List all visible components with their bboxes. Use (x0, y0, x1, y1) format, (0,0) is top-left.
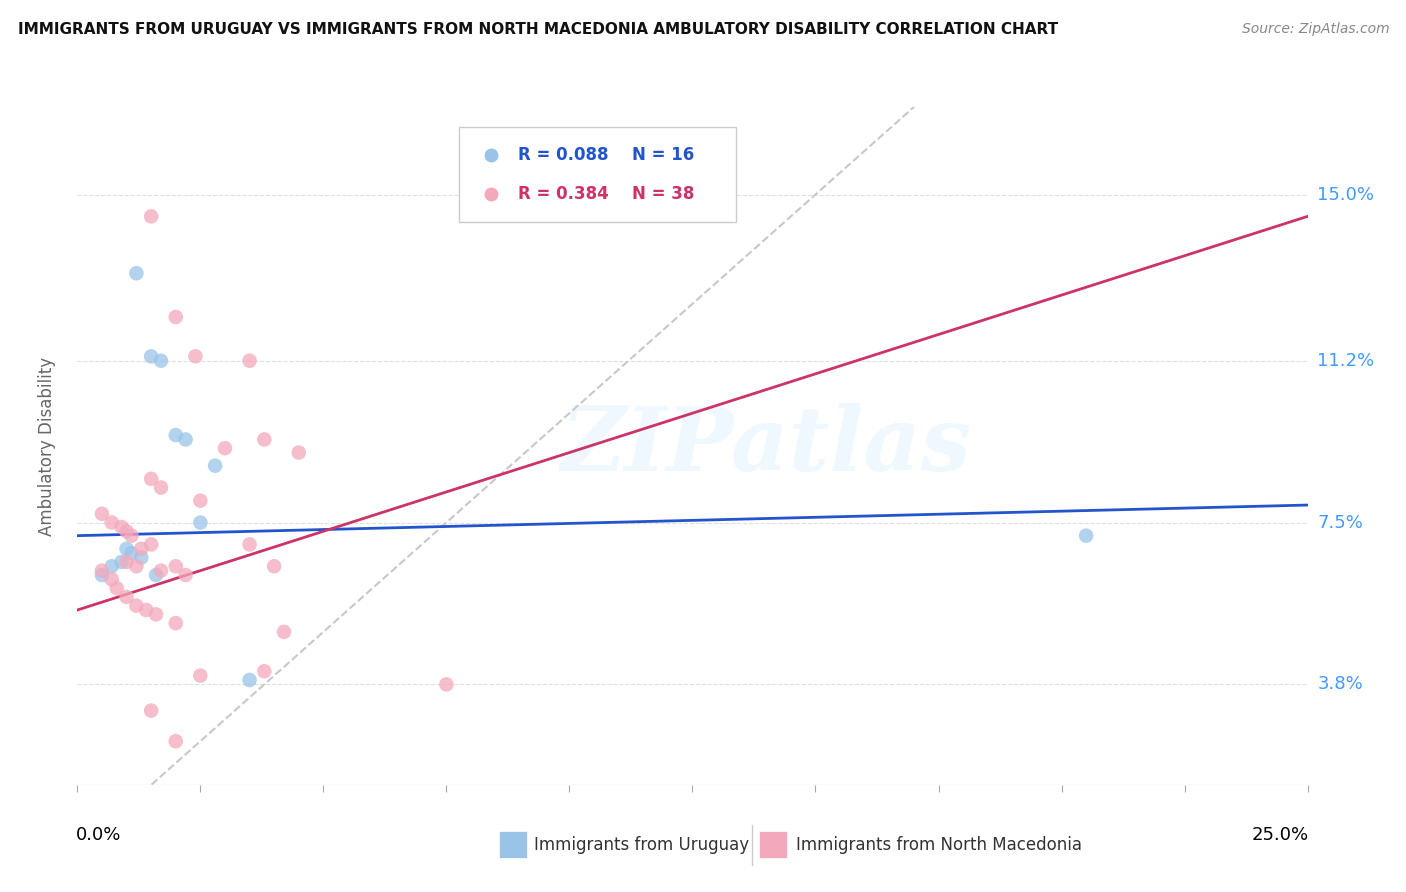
Point (273, 624, 295, 639)
Point (150, 353, 173, 368)
Point (125, 599, 148, 613)
Point (141, 704, 163, 718)
Text: 15.0%: 15.0% (1317, 186, 1375, 203)
Text: Immigrants from Uruguay: Immigrants from Uruguay (534, 836, 749, 854)
Point (253, 665, 276, 679)
Text: 0.0%: 0.0% (76, 826, 121, 844)
Point (188, 493, 212, 508)
Point (165, 616, 187, 631)
Point (129, 541, 153, 556)
Point (105, 581, 128, 595)
Point (165, 428, 187, 442)
Text: N = 38: N = 38 (633, 186, 695, 203)
Point (90, 564, 114, 578)
Point (129, 550, 153, 565)
Point (135, 603, 157, 617)
Text: 7.5%: 7.5% (1317, 514, 1364, 532)
Point (115, 524, 138, 539)
Text: R = 0.088: R = 0.088 (517, 146, 609, 164)
Point (188, 668, 212, 682)
Point (263, 559, 285, 574)
Point (121, 529, 143, 543)
Point (188, 516, 212, 530)
Point (141, 537, 163, 551)
Point (204, 458, 226, 473)
Point (90, 507, 114, 521)
Point (125, 266, 148, 280)
Point (90, 568, 114, 582)
Point (288, 445, 311, 459)
Point (141, 472, 163, 486)
Point (436, 677, 458, 691)
Point (214, 441, 236, 455)
Point (115, 555, 138, 569)
Point (115, 590, 138, 604)
Text: ZIPatlas: ZIPatlas (561, 403, 972, 489)
Point (101, 573, 124, 587)
Text: R = 0.384: R = 0.384 (517, 186, 609, 203)
Point (141, 349, 163, 363)
FancyBboxPatch shape (458, 128, 735, 222)
Text: N = 16: N = 16 (633, 146, 695, 164)
Text: 3.8%: 3.8% (1317, 675, 1364, 693)
Point (174, 568, 197, 582)
Point (145, 568, 167, 582)
Point (125, 559, 148, 574)
Point (239, 673, 262, 687)
Text: 25.0%: 25.0% (1251, 826, 1309, 844)
Point (115, 541, 138, 556)
Point (165, 310, 187, 324)
Point (111, 555, 132, 569)
Y-axis label: Ambulatory Disability: Ambulatory Disability (38, 357, 56, 535)
Point (184, 349, 207, 363)
Point (253, 433, 276, 447)
Point (111, 520, 132, 534)
Point (101, 516, 124, 530)
Point (121, 546, 143, 560)
Point (141, 210, 163, 224)
Point (1076, 529, 1098, 543)
Text: Immigrants from North Macedonia: Immigrants from North Macedonia (796, 836, 1081, 854)
Text: IMMIGRANTS FROM URUGUAY VS IMMIGRANTS FROM NORTH MACEDONIA AMBULATORY DISABILITY: IMMIGRANTS FROM URUGUAY VS IMMIGRANTS FR… (18, 22, 1059, 37)
Point (239, 537, 262, 551)
Point (145, 607, 167, 622)
Bar (499, 831, 527, 858)
Point (239, 353, 262, 368)
Point (150, 564, 173, 578)
Point (101, 559, 124, 574)
Point (165, 734, 187, 748)
Text: Source: ZipAtlas.com: Source: ZipAtlas.com (1241, 22, 1389, 37)
Point (174, 433, 197, 447)
Bar (759, 831, 787, 858)
Text: 11.2%: 11.2% (1317, 351, 1375, 369)
Point (150, 481, 173, 495)
Point (165, 559, 187, 574)
